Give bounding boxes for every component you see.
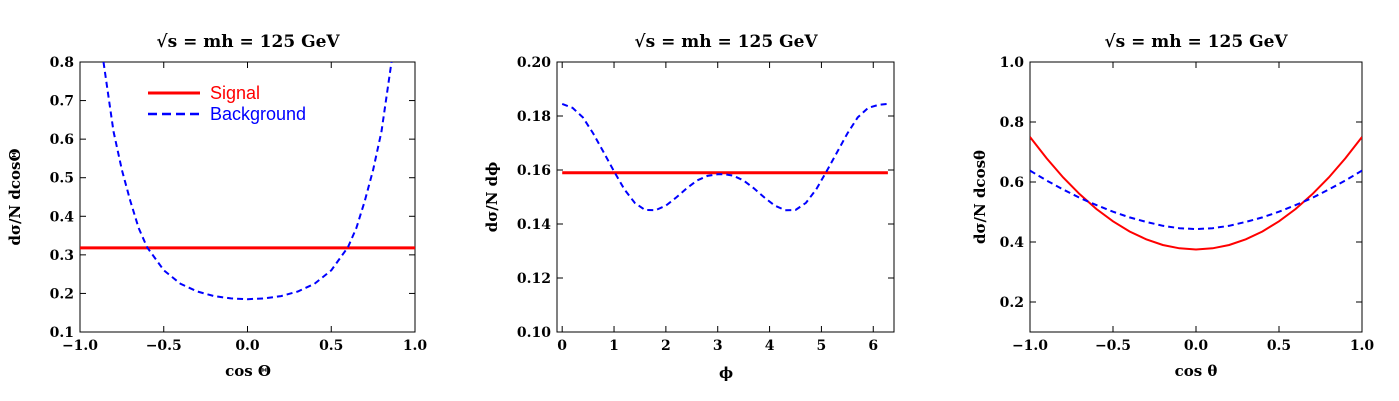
y-tick-label: 0.14 xyxy=(517,217,551,233)
x-tick-label: 1 xyxy=(609,338,619,354)
panel-2-x-axis-label: ϕ xyxy=(719,364,733,382)
y-tick-label: 0.16 xyxy=(517,163,551,179)
background-series-line xyxy=(561,102,889,212)
panel-3-y-axis-label: dσ/N dcosθ xyxy=(971,150,989,244)
panel-3-title: √s = mh = 125 GeV xyxy=(1104,32,1288,52)
x-tick-label: 1.0 xyxy=(403,338,428,354)
x-tick-label: −0.5 xyxy=(146,338,182,354)
x-tick-label: 1.0 xyxy=(1350,338,1375,354)
panel-3: √s = mh = 125 GeV −1.0 −0.5 0.0 0.5 1.0 0.2 0.… xyxy=(971,32,1374,380)
background-series-line xyxy=(1030,169,1362,231)
y-tick-label: 0.20 xyxy=(517,55,551,71)
panel-3-x-axis-label: cos θ xyxy=(1175,362,1218,380)
panel-3-plot-frame xyxy=(1029,61,1363,333)
y-tick-label: 0.10 xyxy=(517,325,551,341)
panel-2-plot-frame xyxy=(556,61,895,333)
x-tick-label: −1.0 xyxy=(62,338,98,354)
panel-2: √s = mh = 125 GeV 0 1 2 3 4 5 6 0.10 0.12 0.14 0.1… xyxy=(483,32,895,382)
x-tick-label: 0.5 xyxy=(319,338,343,354)
panel-3-plot-area: −1.0 −0.5 0.0 0.5 1.0 0.2 0.4 0.6 0.8 1.0 xyxy=(1000,55,1375,354)
signal-series-line xyxy=(1030,136,1362,251)
y-tick-label: 1.0 xyxy=(1000,55,1025,71)
x-tick-label: 0.5 xyxy=(1267,338,1291,354)
y-tick-label: 0.4 xyxy=(50,209,75,225)
panel-1-plot-area: −1.0 −0.5 0.0 0.5 1.0 0.1 0.2 0.3 0.4 0.5 0.6 0.7 0.… xyxy=(50,55,428,354)
y-tick-label: 0.7 xyxy=(50,94,74,110)
x-tick-label: 0.0 xyxy=(235,338,260,354)
y-tick-label: 0.8 xyxy=(50,55,74,71)
x-tick-label: −1.0 xyxy=(1012,338,1048,354)
panel-1: √s = mh = 125 GeV −1.0 −0.5 0.0 0.5 1.0 0.1 0.… xyxy=(6,32,427,380)
y-tick-label: 0.18 xyxy=(517,109,551,125)
panel-1-x-axis-label: cos Θ xyxy=(225,362,271,380)
x-tick-label: −0.5 xyxy=(1095,338,1131,354)
x-tick-label: 2 xyxy=(661,338,671,354)
x-tick-label: 5 xyxy=(817,338,827,354)
legend-background-label: Background xyxy=(210,104,306,124)
y-tick-label: 0.2 xyxy=(1000,295,1024,311)
x-tick-label: 0 xyxy=(557,338,567,354)
y-tick-label: 0.12 xyxy=(517,271,551,287)
x-tick-label: 6 xyxy=(868,338,878,354)
y-tick-label: 0.6 xyxy=(50,132,74,148)
panel-2-plot-area: 0 1 2 3 4 5 6 0.10 0.12 0.14 0.16 0.18 0.20 xyxy=(517,55,894,354)
y-tick-label: 0.4 xyxy=(1000,235,1025,251)
y-tick-label: 0.6 xyxy=(1000,175,1024,191)
panel-2-title: √s = mh = 125 GeV xyxy=(634,32,818,52)
x-tick-label: 4 xyxy=(765,338,775,354)
legend-signal-label: Signal xyxy=(210,83,260,103)
x-tick-label: 0.0 xyxy=(1184,338,1209,354)
y-tick-label: 0.1 xyxy=(50,325,74,341)
panel-1-title: √s = mh = 125 GeV xyxy=(156,32,340,52)
y-tick-label: 0.8 xyxy=(1000,115,1024,131)
panel-2-y-axis-label: dσ/N dϕ xyxy=(483,162,501,233)
x-tick-label: 3 xyxy=(713,338,723,354)
y-tick-label: 0.3 xyxy=(50,248,74,264)
y-tick-label: 0.2 xyxy=(50,286,74,302)
panel-1-y-axis-label: dσ/N dcosΘ xyxy=(6,148,24,245)
background-series-line xyxy=(102,62,393,301)
y-tick-label: 0.5 xyxy=(50,171,74,187)
legend: Signal Background xyxy=(148,83,306,124)
